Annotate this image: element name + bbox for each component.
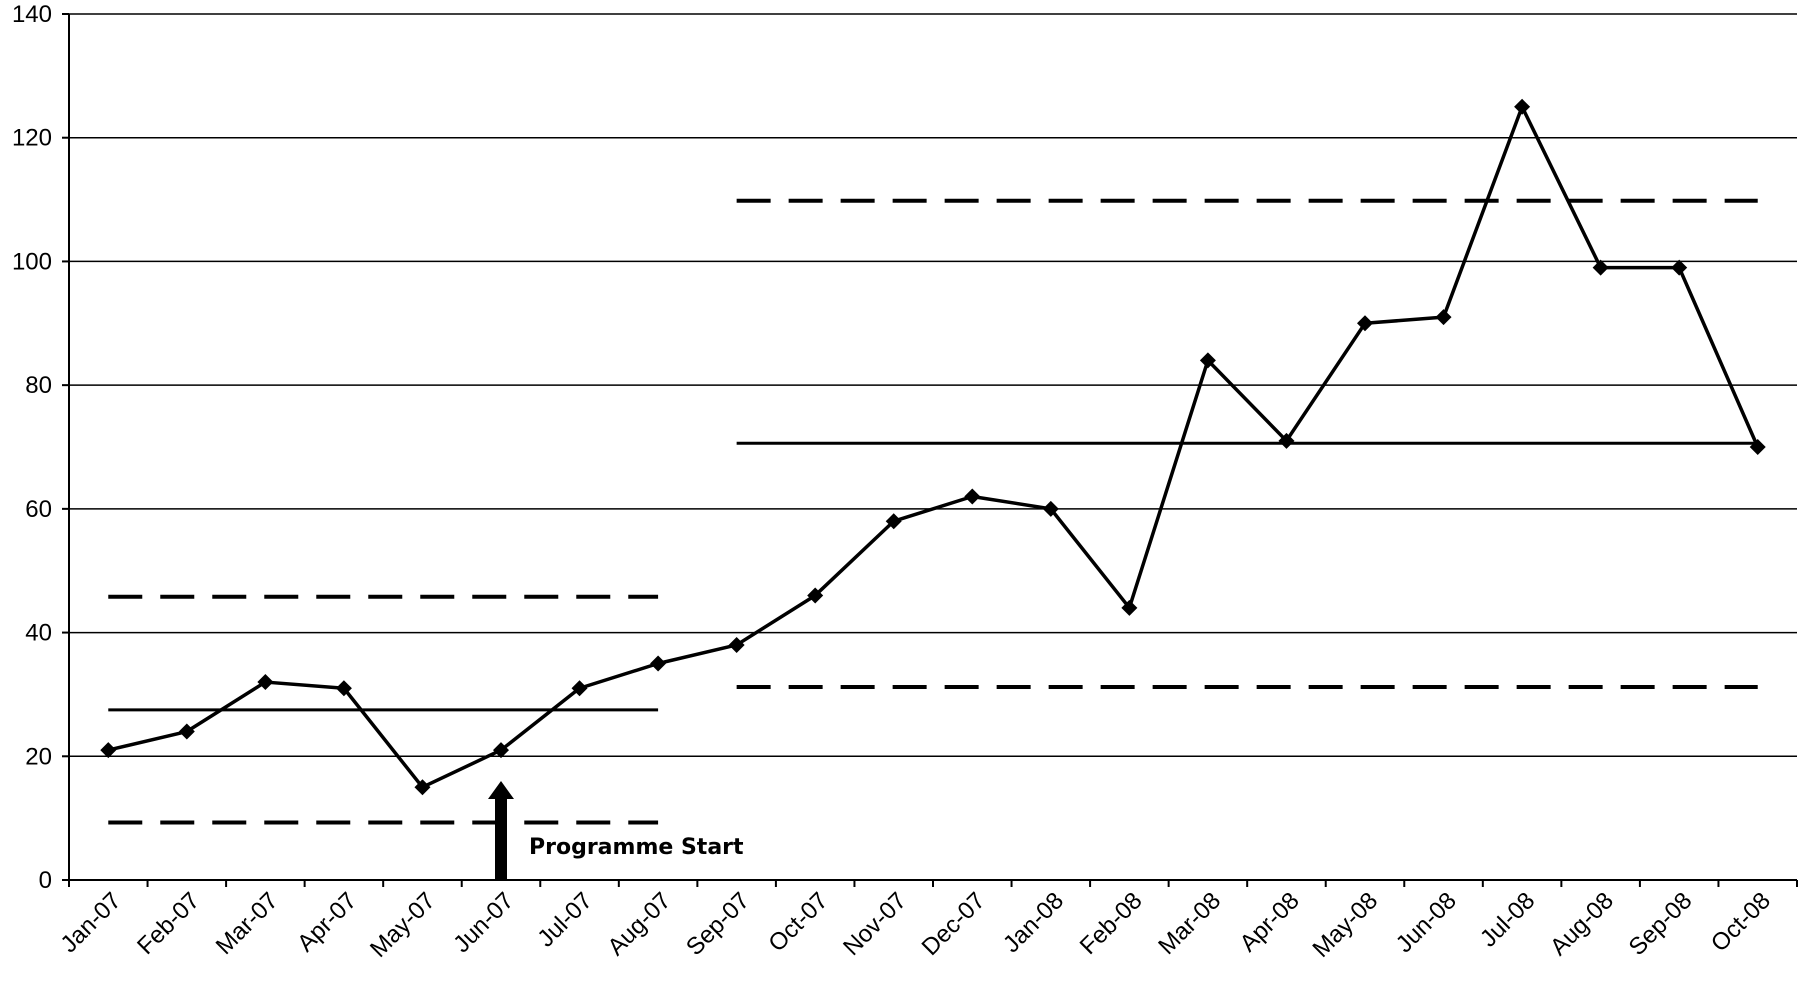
data-point-marker — [1357, 315, 1373, 332]
y-tick-label: 80 — [25, 372, 52, 399]
y-tick-label: 40 — [25, 620, 52, 647]
data-point-marker — [1278, 432, 1295, 449]
y-tick-label: 0 — [39, 867, 52, 894]
y-tick-label: 120 — [12, 125, 52, 152]
x-tick-label: Jun-07 — [448, 887, 519, 958]
data-point-marker — [100, 742, 117, 759]
y-tick-label: 20 — [25, 743, 52, 770]
x-tick-label: Jan-07 — [56, 887, 127, 958]
data-series — [100, 98, 1766, 796]
data-point-marker — [257, 674, 274, 691]
x-tick-label: Apr-08 — [1235, 887, 1305, 957]
data-point-marker — [493, 742, 509, 759]
x-tick-label: May-07 — [365, 887, 441, 963]
y-tick-labels: 0 20 40 60 80 100 120 140 — [12, 1, 52, 894]
x-tick-label: Jul-07 — [532, 887, 597, 952]
x-tick-label: Feb-07 — [132, 887, 205, 960]
data-point-marker — [1042, 500, 1059, 517]
x-tick-label: Mar-07 — [211, 887, 284, 960]
data-point-marker — [964, 488, 981, 505]
data-point-marker — [571, 680, 588, 697]
series-line — [107, 105, 1760, 789]
data-point-marker — [1592, 259, 1609, 276]
x-tick-label: Sep-08 — [1624, 887, 1698, 961]
x-tick-label: Jun-08 — [1391, 887, 1462, 958]
data-point-marker — [728, 636, 745, 653]
data-point-marker — [1749, 439, 1766, 455]
data-point-marker — [807, 587, 824, 604]
y-tick-label: 60 — [25, 496, 52, 523]
gridlines — [69, 13, 1797, 758]
y-tick-label: 100 — [12, 248, 52, 275]
y-tick-label: 140 — [12, 1, 52, 28]
annotation-label: Programme Start — [529, 835, 744, 860]
data-point-marker — [414, 779, 431, 796]
x-tick-label: Sep-07 — [681, 887, 755, 961]
x-tick-label: Jul-08 — [1475, 887, 1540, 952]
x-tick-label: Oct-07 — [763, 887, 833, 957]
x-tick-label: Dec-07 — [917, 887, 991, 961]
data-point-marker — [178, 723, 195, 740]
x-tick-label: May-08 — [1308, 887, 1384, 963]
data-point-marker — [335, 680, 352, 697]
x-tick-label: Feb-08 — [1075, 887, 1148, 960]
data-point-marker — [1435, 309, 1452, 326]
programme-start-annotation: Programme Start — [488, 781, 744, 880]
x-tick-label: Aug-08 — [1545, 887, 1619, 961]
x-tick-label: Jan-08 — [998, 887, 1069, 958]
x-tick-labels: Jan-07 Feb-07 Mar-07 Apr-07 May-07 Jun-07 Jul-… — [56, 887, 1776, 963]
data-point-marker — [1121, 599, 1138, 616]
axes — [62, 13, 1798, 887]
reference-lines — [108, 198, 1758, 825]
x-tick-label: Oct-08 — [1706, 887, 1776, 957]
x-tick-label: Apr-07 — [292, 887, 362, 957]
x-tick-label: Nov-07 — [838, 887, 912, 961]
data-point-marker — [1514, 98, 1531, 115]
data-point-marker — [650, 655, 667, 672]
up-arrow-icon — [488, 781, 514, 880]
data-point-marker — [1199, 352, 1216, 369]
data-point-marker — [885, 513, 902, 530]
x-tick-label: Aug-07 — [603, 887, 677, 961]
data-point-marker — [1671, 259, 1688, 276]
x-tick-label: Mar-08 — [1153, 887, 1226, 960]
